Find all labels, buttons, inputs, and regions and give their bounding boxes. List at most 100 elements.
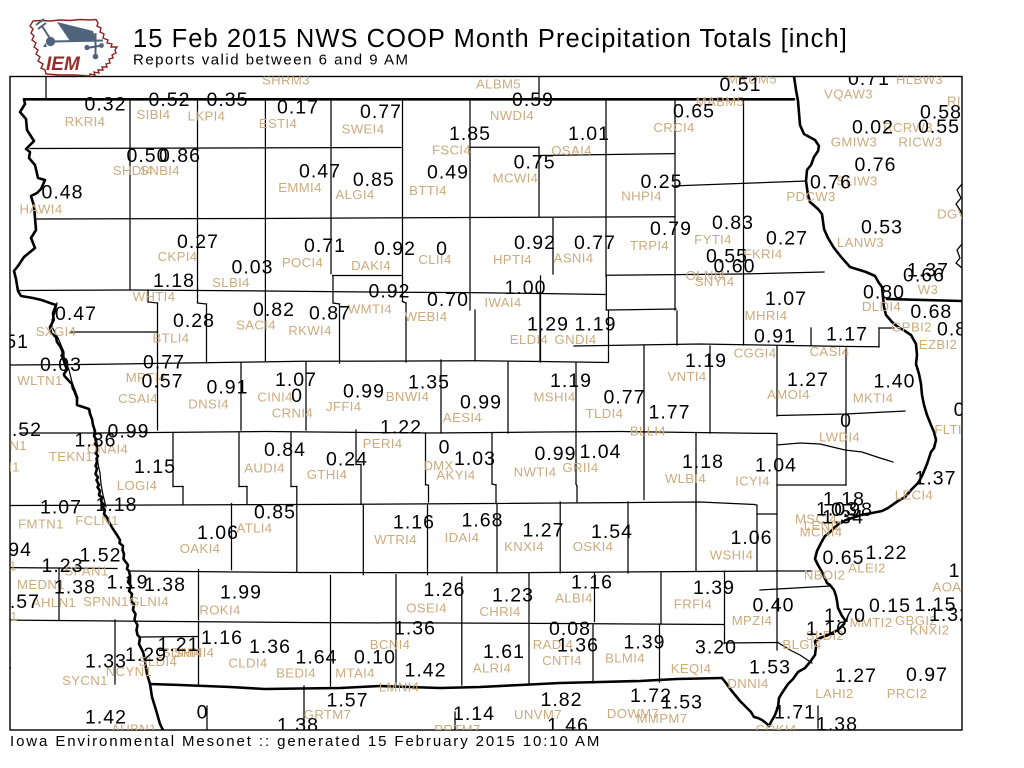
svg-text:FCLN1: FCLN1 <box>75 513 119 528</box>
svg-text:1.00: 1.00 <box>505 277 547 299</box>
svg-text:1.99: 1.99 <box>220 582 262 604</box>
svg-text:0.57: 0.57 <box>0 591 40 613</box>
svg-text:OLNI4: OLNI4 <box>686 268 726 283</box>
svg-text:1.26: 1.26 <box>424 579 466 601</box>
svg-text:CINI4: CINI4 <box>257 390 292 405</box>
svg-text:NHPI4: NHPI4 <box>621 189 662 204</box>
svg-text:0.77: 0.77 <box>604 387 646 409</box>
svg-text:AESI4: AESI4 <box>443 410 482 425</box>
svg-text:1.07: 1.07 <box>765 288 807 310</box>
svg-text:0.91: 0.91 <box>207 377 249 399</box>
svg-text:0.52: 0.52 <box>0 419 42 441</box>
svg-text:0.65: 0.65 <box>823 547 865 569</box>
svg-text:0.25: 0.25 <box>641 171 683 193</box>
svg-text:1.64: 1.64 <box>296 647 338 669</box>
svg-text:MKTI4: MKTI4 <box>853 391 894 406</box>
svg-text:LKPI4: LKPI4 <box>188 109 226 124</box>
svg-text:SLIW3: SLIW3 <box>836 174 877 189</box>
svg-text:1.37: 1.37 <box>907 260 949 282</box>
svg-text:ESTI4: ESTI4 <box>259 116 297 131</box>
svg-text:0.77: 0.77 <box>574 232 616 254</box>
svg-text:MPTI4: MPTI4 <box>126 370 167 385</box>
svg-text:1.42: 1.42 <box>85 707 127 729</box>
svg-text:0.03: 0.03 <box>232 257 274 279</box>
svg-text:0.86: 0.86 <box>159 145 201 167</box>
svg-text:0.51: 0.51 <box>0 331 29 353</box>
svg-text:1.22: 1.22 <box>866 542 908 564</box>
svg-text:0.94: 0.94 <box>0 539 32 561</box>
svg-text:AHLN1: AHLN1 <box>32 595 76 610</box>
svg-text:DGV: DGV <box>937 207 967 222</box>
svg-text:DOWM7: DOWM7 <box>607 706 659 721</box>
svg-text:1.18: 1.18 <box>96 494 138 516</box>
svg-text:LECI4: LECI4 <box>895 488 933 503</box>
svg-text:SPAN1: SPAN1 <box>64 564 108 579</box>
svg-text:0.70: 0.70 <box>427 289 469 311</box>
svg-text:0: 0 <box>291 385 303 407</box>
svg-text:MCNI4: MCNI4 <box>800 525 843 540</box>
svg-text:0.10: 0.10 <box>354 647 396 669</box>
svg-text:0.47: 0.47 <box>299 161 341 183</box>
svg-text:HLBW3: HLBW3 <box>896 72 943 87</box>
svg-text:0.65: 0.65 <box>673 101 715 123</box>
svg-text:MMTI2: MMTI2 <box>850 615 893 630</box>
svg-text:1.18: 1.18 <box>153 270 195 292</box>
svg-text:1.54: 1.54 <box>591 521 633 543</box>
svg-text:0.55: 0.55 <box>918 116 960 138</box>
svg-text:AOA: AOA <box>933 580 962 595</box>
svg-text:SLBI4: SLBI4 <box>212 275 250 290</box>
svg-text:0.98: 0.98 <box>831 499 873 521</box>
svg-text:0.92: 0.92 <box>369 281 411 303</box>
svg-text:1.19: 1.19 <box>685 350 727 372</box>
svg-text:1.07: 1.07 <box>275 369 317 391</box>
svg-text:1.70: 1.70 <box>824 605 866 627</box>
svg-text:1.01: 1.01 <box>568 123 610 145</box>
svg-text:N1: N1 <box>2 460 20 475</box>
svg-text:1.23: 1.23 <box>42 555 84 577</box>
svg-text:ATLI4: ATLI4 <box>237 521 273 536</box>
svg-text:DMX: DMX <box>423 458 453 473</box>
svg-text:MSHI4: MSHI4 <box>533 390 575 405</box>
svg-text:BNWI4: BNWI4 <box>386 389 430 404</box>
svg-text:SDNI4: SDNI4 <box>162 645 203 660</box>
svg-text:SWEI4: SWEI4 <box>342 122 385 137</box>
svg-text:HPTI4: HPTI4 <box>493 252 532 267</box>
svg-text:0.40: 0.40 <box>753 595 795 617</box>
svg-text:BLLI4: BLLI4 <box>630 424 666 439</box>
svg-text:NBOI2: NBOI2 <box>804 568 845 583</box>
svg-text:WEBI4: WEBI4 <box>405 309 448 324</box>
svg-text:0.48: 0.48 <box>42 182 84 204</box>
svg-text:0.99: 0.99 <box>460 392 502 414</box>
svg-text:0.57: 0.57 <box>142 371 184 393</box>
svg-text:GRII4: GRII4 <box>562 460 598 475</box>
svg-text:DNSI4: DNSI4 <box>188 397 229 412</box>
svg-text:OSKI4: OSKI4 <box>573 539 614 554</box>
svg-text:RADI4: RADI4 <box>533 637 574 652</box>
svg-text:0.66: 0.66 <box>903 265 945 287</box>
svg-text:1.07: 1.07 <box>40 497 82 519</box>
svg-text:0: 0 <box>954 399 966 421</box>
svg-text:CKPI4: CKPI4 <box>158 249 198 264</box>
svg-text:0.82: 0.82 <box>253 299 295 321</box>
svg-text:KNXI4: KNXI4 <box>504 539 544 554</box>
svg-text:CRCI4: CRCI4 <box>653 120 694 135</box>
svg-text:1.29: 1.29 <box>125 644 167 666</box>
svg-text:1.18: 1.18 <box>682 451 724 473</box>
svg-text:0: 0 <box>436 238 448 260</box>
svg-text:GLNI4: GLNI4 <box>129 594 169 609</box>
svg-text:GBGI2: GBGI2 <box>895 613 937 628</box>
svg-text:LOGI4: LOGI4 <box>117 478 158 493</box>
svg-text:1.38: 1.38 <box>277 715 319 737</box>
svg-text:BLGI4: BLGI4 <box>782 637 821 652</box>
svg-text:1.72: 1.72 <box>630 685 672 707</box>
svg-text:ALGI4: ALGI4 <box>335 187 374 202</box>
svg-text:BLMI4: BLMI4 <box>605 651 645 666</box>
svg-text:SNBI4: SNBI4 <box>140 163 180 178</box>
svg-text:1.03: 1.03 <box>816 499 858 521</box>
svg-text:0.49: 0.49 <box>427 161 469 183</box>
svg-text:0.27: 0.27 <box>766 228 808 250</box>
svg-text:MRDM5: MRDM5 <box>727 72 777 87</box>
svg-text:DNNI4: DNNI4 <box>727 676 768 691</box>
svg-text:0.02: 0.02 <box>852 117 894 139</box>
svg-text:TRPI4: TRPI4 <box>630 238 669 253</box>
